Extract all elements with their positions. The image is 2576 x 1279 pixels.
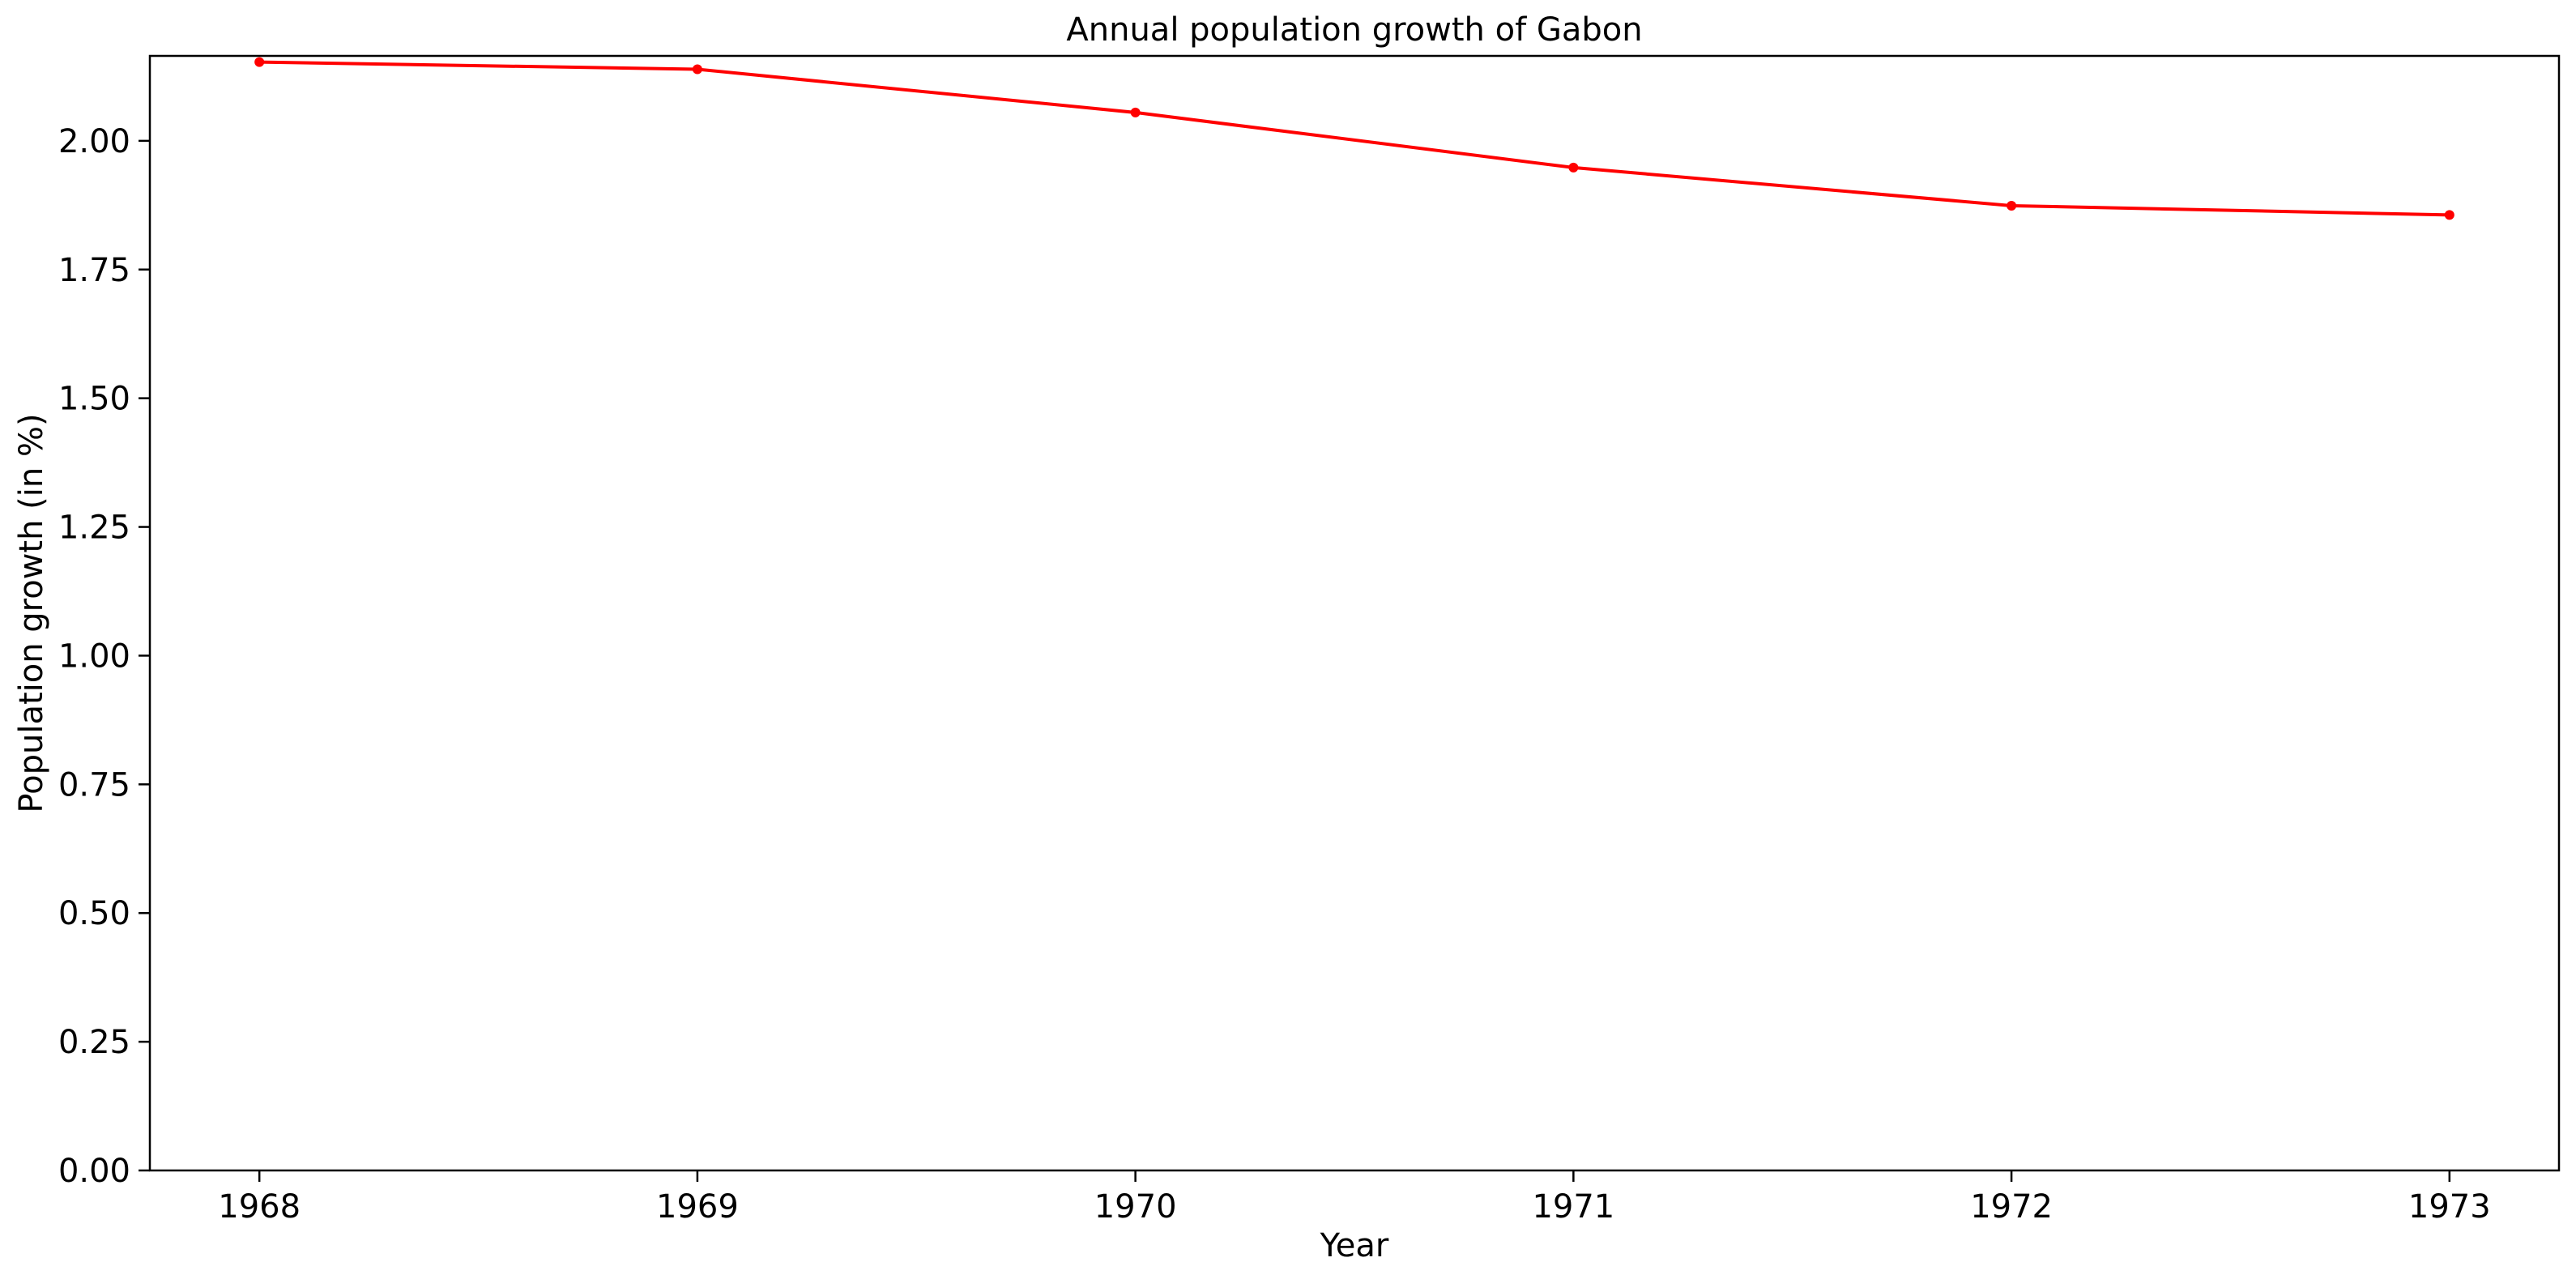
y-tick-label: 1.50 xyxy=(58,381,130,418)
data-point xyxy=(692,64,702,75)
y-tick-label: 0.00 xyxy=(58,1153,130,1190)
x-tick-label: 1970 xyxy=(1094,1188,1177,1226)
data-point xyxy=(254,57,265,67)
y-tick-label: 0.50 xyxy=(58,895,130,932)
chart-title: Annual population growth of Gabon xyxy=(1066,11,1642,49)
data-point xyxy=(1130,107,1141,117)
data-point xyxy=(2444,210,2454,220)
y-tick-label: 0.75 xyxy=(58,766,130,804)
data-point xyxy=(2007,200,2017,211)
x-tick-label: 1973 xyxy=(2408,1188,2491,1226)
x-tick-label: 1968 xyxy=(218,1188,301,1226)
y-tick-label: 0.25 xyxy=(58,1024,130,1061)
y-tick-label: 1.25 xyxy=(58,509,130,547)
y-tick-label: 1.75 xyxy=(58,252,130,289)
plot-area: 0.00 0.25 0.50 0.75 1.00 1.25 1.50 1.75 2.00 196… xyxy=(58,54,2561,1226)
x-axis-ticks: 1968 1969 1970 1971 1972 1973 xyxy=(218,1170,2491,1226)
y-tick-label: 2.00 xyxy=(58,123,130,160)
y-axis-ticks: 0.00 0.25 0.50 0.75 1.00 1.25 1.50 1.75 2.00 xyxy=(58,123,150,1190)
data-point xyxy=(1568,162,1579,173)
x-tick-label: 1971 xyxy=(1532,1188,1614,1226)
x-tick-label: 1969 xyxy=(656,1188,739,1226)
y-tick-label: 1.00 xyxy=(58,637,130,675)
series-line xyxy=(258,60,2451,217)
plot-frame xyxy=(148,54,2561,1172)
x-tick-label: 1972 xyxy=(1970,1188,2053,1226)
x-axis-label: Year xyxy=(1320,1227,1389,1264)
y-axis-label: Population growth (in %) xyxy=(13,413,50,812)
series-layer xyxy=(254,57,2454,220)
